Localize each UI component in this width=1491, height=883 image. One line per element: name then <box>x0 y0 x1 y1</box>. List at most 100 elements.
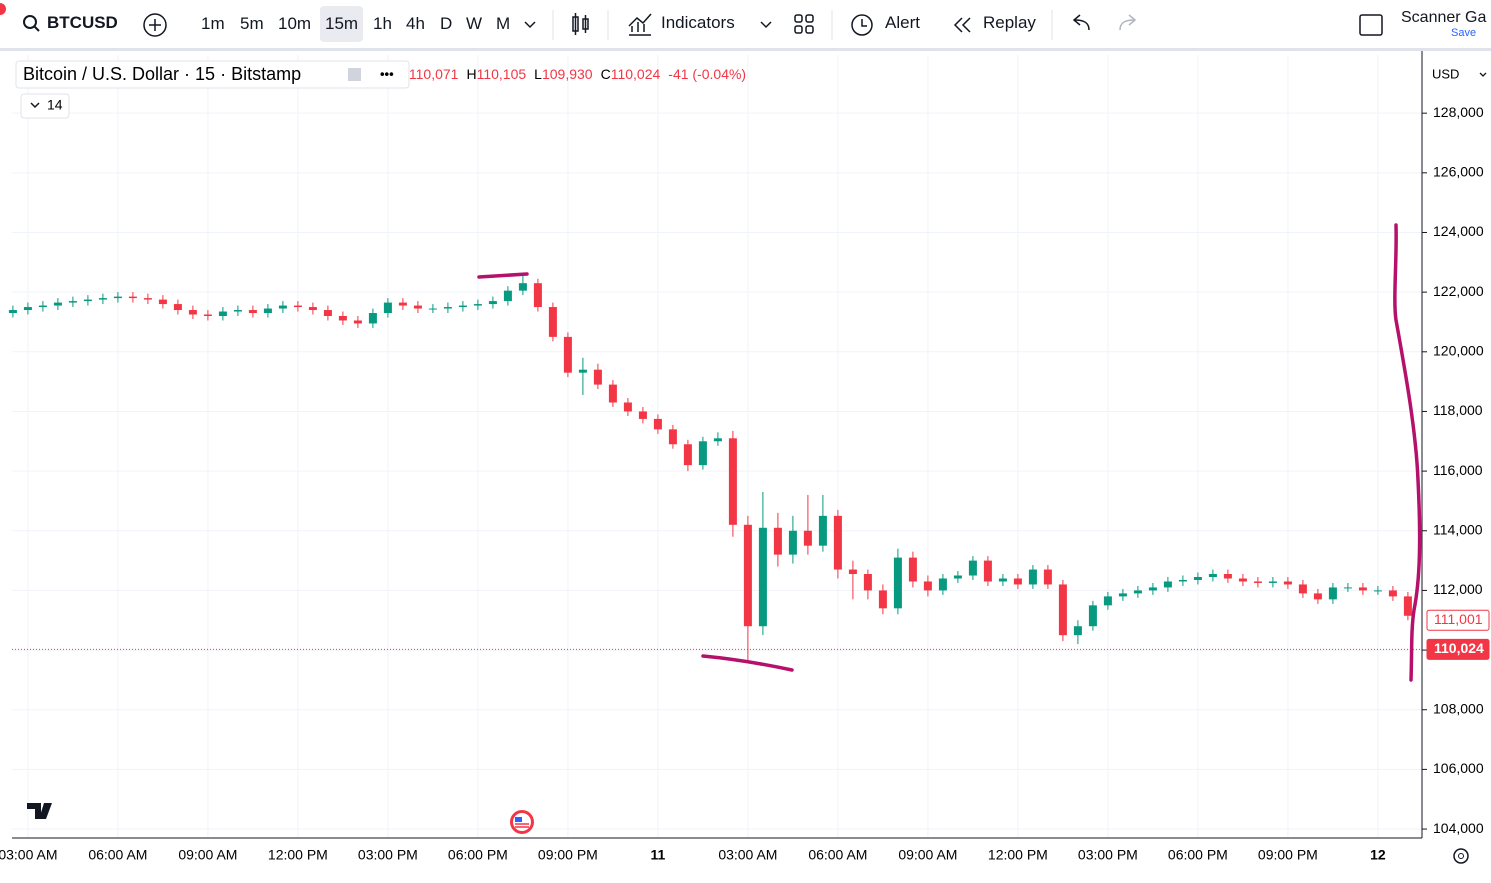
candle-body <box>863 574 872 591</box>
candle-body <box>1403 596 1412 616</box>
x-tick-label: 03:00 AM <box>0 847 57 863</box>
y-tick-label: 128,000 <box>1433 104 1484 120</box>
y-tick-label: 112,000 <box>1433 581 1483 597</box>
symbol[interactable]: BTCUSD <box>47 13 118 32</box>
y-tick-label: 114,000 <box>1433 521 1483 537</box>
drawing-range <box>1393 223 1422 682</box>
scanner[interactable]: Scanner Ga <box>1401 9 1487 26</box>
candle-body <box>338 316 347 321</box>
interval[interactable]: 4h <box>406 14 425 33</box>
candle-body <box>158 299 167 305</box>
candle-body <box>1343 587 1352 589</box>
add-symbol[interactable] <box>143 13 167 37</box>
indicator-count: 14 <box>47 97 63 113</box>
candle-body <box>1298 584 1307 594</box>
y-tick-label: 124,000 <box>1433 223 1484 239</box>
ohlc-value: 110,105 <box>477 66 527 82</box>
x-tick-label: 06:00 AM <box>88 847 147 863</box>
currency[interactable]: USD <box>1432 66 1459 81</box>
notify-dot <box>0 3 6 15</box>
candle-body <box>443 307 452 309</box>
search-icon[interactable] <box>23 15 37 29</box>
candle-body <box>323 310 332 316</box>
interval[interactable]: 1m <box>201 14 225 33</box>
alert[interactable]: Alert <box>885 13 920 32</box>
interval[interactable]: W <box>466 14 483 33</box>
interval[interactable]: M <box>496 14 511 33</box>
candle-body <box>1328 587 1337 600</box>
drawing-top <box>477 272 529 279</box>
interval[interactable]: 10m <box>278 14 312 33</box>
ohlc-value: 110,071 <box>409 66 459 82</box>
replay[interactable]: Replay <box>983 13 1036 32</box>
y-tick-label: 118,000 <box>1433 402 1483 418</box>
candle-body <box>788 530 797 555</box>
legend-box[interactable] <box>15 60 410 89</box>
candle-body <box>1103 596 1112 606</box>
legend-icon[interactable] <box>348 68 361 81</box>
interval[interactable]: 15m <box>320 6 364 42</box>
y-tick-label: 126,000 <box>1433 164 1484 180</box>
candle-body <box>1088 605 1097 627</box>
candle-body <box>713 438 722 442</box>
candle-body <box>578 369 587 373</box>
candle-body <box>308 307 317 311</box>
interval[interactable]: 1h <box>373 14 392 33</box>
ohlc-key: H <box>466 66 476 82</box>
candle-body <box>188 310 197 315</box>
candle-body <box>398 302 407 306</box>
candle-body <box>668 429 677 445</box>
candle-body <box>1013 578 1022 585</box>
replay-icon[interactable] <box>953 17 971 33</box>
price-label-box <box>1426 609 1490 631</box>
indicator-toggle[interactable] <box>20 93 70 119</box>
candle-body <box>1313 593 1322 600</box>
ohlc-key: C <box>601 66 611 82</box>
candle-body <box>293 305 302 308</box>
candle-body <box>848 569 857 575</box>
candle-body <box>1148 587 1157 591</box>
undo[interactable] <box>1072 14 1090 31</box>
indicators-icon[interactable] <box>628 13 652 36</box>
ohlc-change: -41 (-0.04%) <box>668 66 746 82</box>
candle-body <box>413 305 422 309</box>
candle-body <box>383 302 392 314</box>
candle-body <box>98 298 107 300</box>
interval[interactable]: D <box>440 14 453 33</box>
scanner-icon[interactable] <box>1359 14 1383 36</box>
alert-icon[interactable] <box>851 14 873 36</box>
candle-body <box>683 444 692 466</box>
candle-body <box>638 411 647 419</box>
candle-body <box>428 308 437 310</box>
candle-body <box>1118 593 1127 597</box>
interval-menu[interactable] <box>524 21 536 29</box>
candle-body <box>908 557 917 582</box>
interval[interactable]: 5m <box>240 14 264 33</box>
legend-title: Bitcoin / U.S. Dollar · 15 · Bitstamp <box>23 64 301 84</box>
x-tick-label: 06:00 PM <box>1168 847 1228 863</box>
legend-more[interactable]: ••• <box>380 66 394 81</box>
chart-type[interactable] <box>572 13 589 35</box>
layouts-icon[interactable] <box>794 14 814 34</box>
candle-body <box>1358 587 1367 591</box>
candle-body <box>1058 584 1067 636</box>
candle-body <box>803 530 812 546</box>
candle-body <box>1373 590 1382 592</box>
price-label: 110,024 <box>1434 640 1484 656</box>
candle-body <box>1043 569 1052 585</box>
toolbar-icons <box>0 3 1383 40</box>
save[interactable]: Save <box>1451 27 1477 39</box>
candle-body <box>1223 574 1232 579</box>
indicators[interactable]: Indicators <box>661 13 735 32</box>
candle-body <box>368 313 377 324</box>
candle-body <box>998 578 1007 582</box>
candle-body <box>518 283 527 291</box>
redo[interactable] <box>1119 14 1137 31</box>
settings[interactable] <box>1453 848 1469 864</box>
candle-body <box>263 308 272 314</box>
y-tick-label: 108,000 <box>1433 700 1484 716</box>
candle-body <box>353 320 362 324</box>
